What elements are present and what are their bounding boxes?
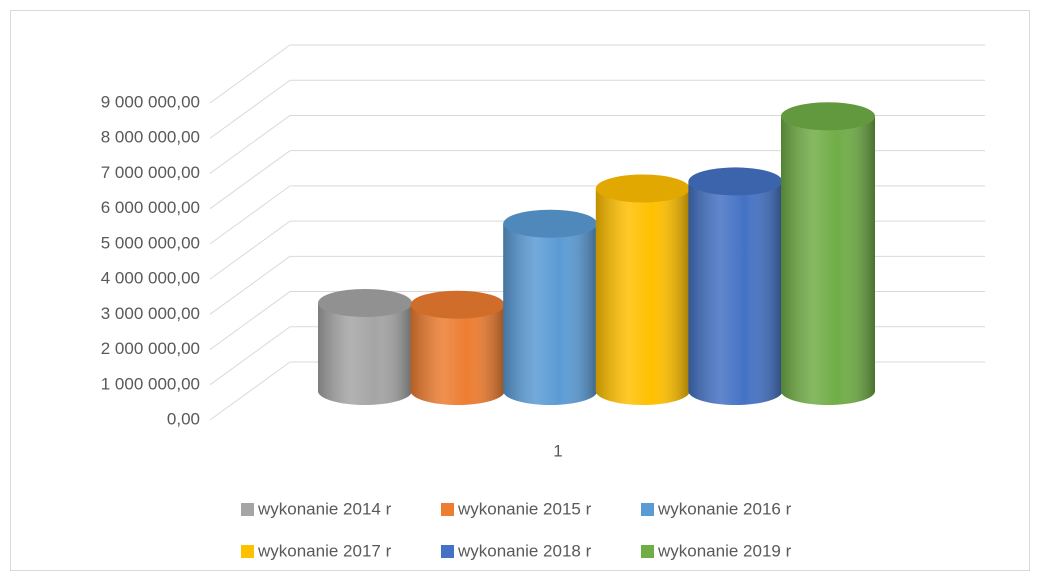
cylinder-top-shade — [595, 174, 690, 203]
legend-label: wykonanie 2016 r — [657, 499, 792, 518]
grid-line — [209, 79, 291, 139]
grid-line — [209, 361, 291, 421]
grid-line — [209, 115, 291, 174]
cylinder-shade — [595, 188, 690, 406]
cylinder-top — [318, 288, 412, 317]
cylinder-top-shade — [410, 290, 505, 319]
cylinder-top-shade — [318, 288, 412, 317]
cylinder-top-shade — [781, 102, 875, 131]
grid-line — [209, 220, 291, 280]
cylinder-top — [503, 209, 598, 238]
grid-line — [209, 255, 291, 315]
cylinder-shade — [688, 181, 783, 406]
y-tick-label: 1 000 000,00 — [101, 374, 200, 393]
legend-label: wykonanie 2019 r — [657, 541, 792, 560]
grid-line — [209, 44, 291, 104]
cylinder-top-shade — [688, 167, 783, 196]
grid-line — [209, 185, 291, 245]
grid-line — [209, 326, 291, 386]
y-tick-label: 3 000 000,00 — [101, 304, 200, 323]
cylinder-shade — [318, 302, 412, 405]
cylinder-top — [781, 102, 875, 131]
legend-swatch — [241, 503, 254, 516]
y-tick-label: 0,00 — [167, 409, 200, 428]
cylinder-top — [595, 174, 690, 203]
cylinder — [410, 290, 505, 406]
legend-swatch — [241, 545, 254, 558]
grid-line — [209, 291, 291, 350]
legend-swatch — [441, 545, 454, 558]
cylinder-shade — [503, 223, 598, 406]
grid-line — [209, 150, 291, 210]
cylinder-top — [410, 290, 505, 319]
cylinder — [318, 288, 412, 405]
legend-label: wykonanie 2018 r — [457, 541, 592, 560]
legend-swatch — [641, 503, 654, 516]
y-tick-label: 5 000 000,00 — [101, 233, 200, 252]
y-tick-label: 9 000 000,00 — [101, 92, 200, 111]
legend-label: wykonanie 2017 r — [257, 541, 392, 560]
x-tick-label: 1 — [553, 441, 562, 460]
y-tick-label: 2 000 000,00 — [101, 339, 200, 358]
y-tick-label: 7 000 000,00 — [101, 163, 200, 182]
cylinder — [688, 167, 783, 406]
legend-swatch — [441, 503, 454, 516]
cylinder-top-shade — [503, 209, 598, 238]
y-tick-label: 8 000 000,00 — [101, 128, 200, 147]
legend-label: wykonanie 2015 r — [457, 499, 592, 518]
cylinder-shade — [410, 304, 505, 406]
cylinder — [503, 209, 598, 406]
cylinder-shade — [781, 116, 875, 406]
y-tick-label: 4 000 000,00 — [101, 269, 200, 288]
cylinder — [781, 102, 875, 406]
legend-label: wykonanie 2014 r — [257, 499, 392, 518]
cylinder — [595, 174, 690, 406]
cylinder-top — [688, 167, 783, 196]
legend-swatch — [641, 545, 654, 558]
y-tick-label: 6 000 000,00 — [101, 198, 200, 217]
